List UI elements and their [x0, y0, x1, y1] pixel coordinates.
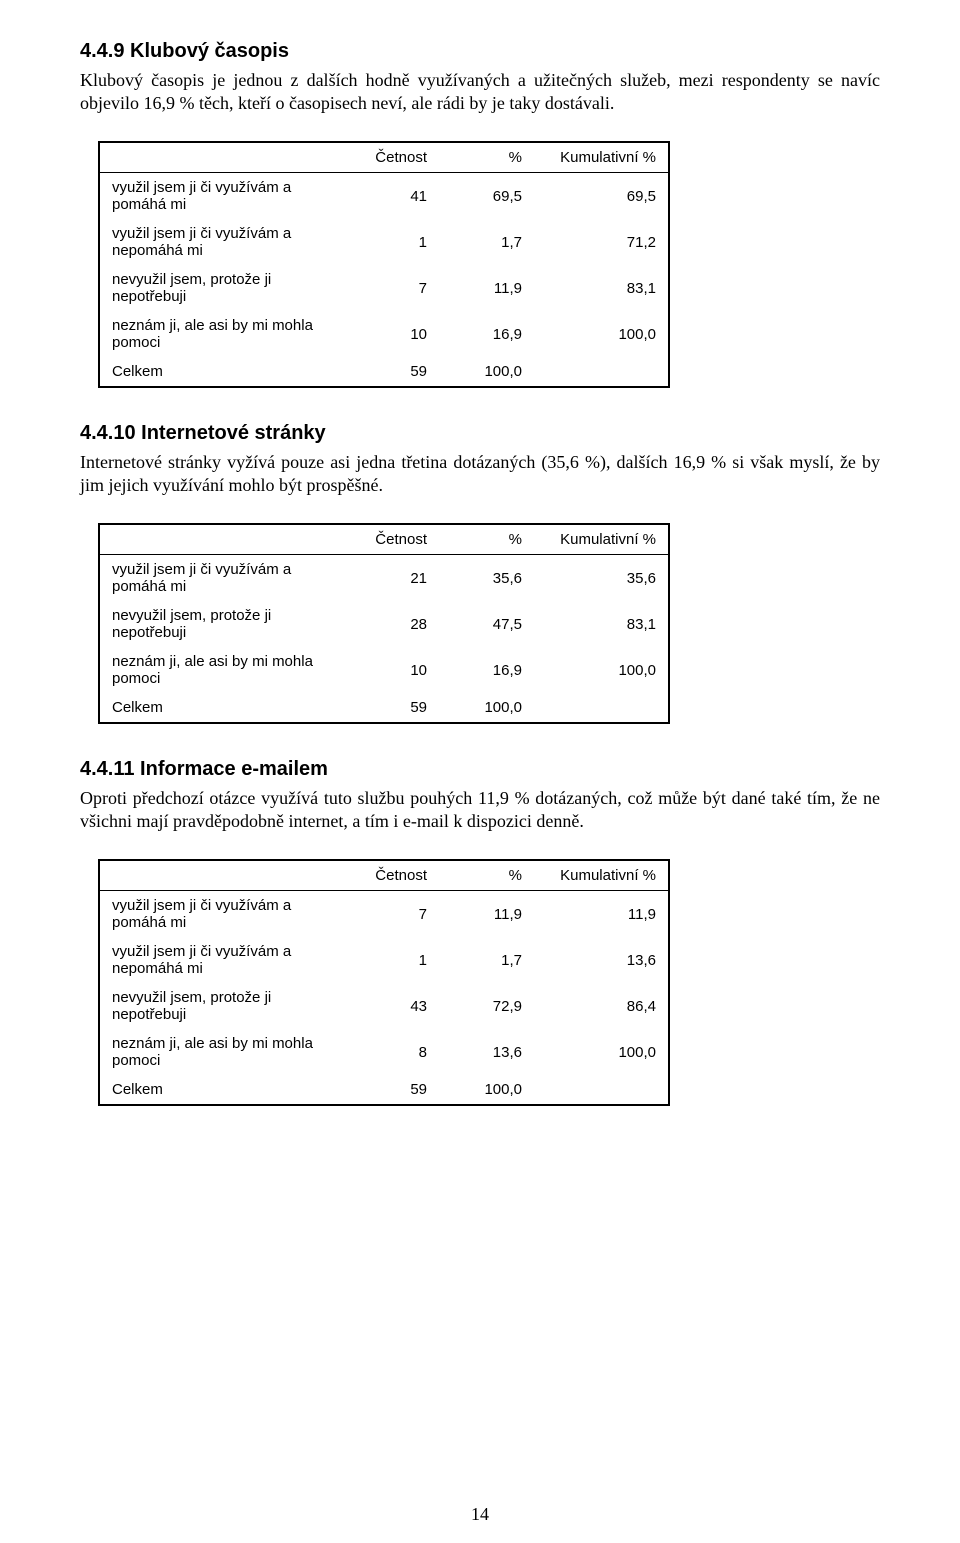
cell: 8	[344, 1029, 439, 1075]
row-label: využil jsem ji či využívám a pomáhá mi	[99, 555, 344, 602]
col-header: %	[439, 524, 534, 555]
section-paragraph: Klubový časopis je jednou z dalších hodn…	[80, 69, 880, 115]
row-label: Celkem	[99, 357, 344, 387]
cell: 59	[344, 693, 439, 723]
cell: 83,1	[534, 265, 669, 311]
cell: 1	[344, 937, 439, 983]
col-header: Kumulativní %	[534, 142, 669, 173]
table-row: využil jsem ji či využívám a nepomáhá mi…	[99, 219, 669, 265]
row-label: nevyužil jsem, protože ji nepotřebuji	[99, 601, 344, 647]
col-header: Četnost	[344, 142, 439, 173]
cell: 10	[344, 647, 439, 693]
table-row: Celkem 59 100,0	[99, 1075, 669, 1105]
row-label: nevyužil jsem, protože ji nepotřebuji	[99, 983, 344, 1029]
cell: 7	[344, 891, 439, 938]
cell: 100,0	[534, 647, 669, 693]
table-row: Celkem 59 100,0	[99, 357, 669, 387]
cell: 13,6	[439, 1029, 534, 1075]
cell: 16,9	[439, 647, 534, 693]
cell: 72,9	[439, 983, 534, 1029]
table-row: využil jsem ji či využívám a pomáhá mi 2…	[99, 555, 669, 602]
section-paragraph: Internetové stránky vyžívá pouze asi jed…	[80, 451, 880, 497]
cell: 11,9	[439, 891, 534, 938]
cell: 59	[344, 1075, 439, 1105]
col-header: %	[439, 142, 534, 173]
row-label: neznám ji, ale asi by mi mohla pomoci	[99, 647, 344, 693]
table-row: neznám ji, ale asi by mi mohla pomoci 10…	[99, 311, 669, 357]
table-row: využil jsem ji či využívám a nepomáhá mi…	[99, 937, 669, 983]
page-number: 14	[0, 1504, 960, 1525]
cell: 35,6	[439, 555, 534, 602]
cell	[534, 1075, 669, 1105]
row-label: Celkem	[99, 1075, 344, 1105]
col-header: Četnost	[344, 524, 439, 555]
cell: 1,7	[439, 937, 534, 983]
table-row: Celkem 59 100,0	[99, 693, 669, 723]
row-label: nevyužil jsem, protože ji nepotřebuji	[99, 265, 344, 311]
cell: 100,0	[439, 1075, 534, 1105]
cell: 7	[344, 265, 439, 311]
cell	[534, 693, 669, 723]
section-heading: 4.4.11 Informace e-mailem	[80, 758, 880, 781]
cell: 28	[344, 601, 439, 647]
cell: 59	[344, 357, 439, 387]
col-header	[99, 860, 344, 891]
section-heading: 4.4.10 Internetové stránky	[80, 422, 880, 445]
cell: 11,9	[534, 891, 669, 938]
cell: 10	[344, 311, 439, 357]
cell: 35,6	[534, 555, 669, 602]
col-header: %	[439, 860, 534, 891]
cell: 83,1	[534, 601, 669, 647]
row-label: neznám ji, ale asi by mi mohla pomoci	[99, 311, 344, 357]
cell: 21	[344, 555, 439, 602]
row-label: využil jsem ji či využívám a pomáhá mi	[99, 173, 344, 220]
cell: 100,0	[534, 1029, 669, 1075]
col-header	[99, 142, 344, 173]
cell: 100,0	[439, 693, 534, 723]
cell: 86,4	[534, 983, 669, 1029]
cell: 100,0	[439, 357, 534, 387]
data-table: Četnost % Kumulativní % využil jsem ji č…	[98, 859, 670, 1106]
row-label: využil jsem ji či využívám a pomáhá mi	[99, 891, 344, 938]
cell	[534, 357, 669, 387]
col-header	[99, 524, 344, 555]
cell: 43	[344, 983, 439, 1029]
cell: 1,7	[439, 219, 534, 265]
data-table: Četnost % Kumulativní % využil jsem ji č…	[98, 141, 670, 388]
col-header: Kumulativní %	[534, 860, 669, 891]
table-row: využil jsem ji či využívám a pomáhá mi 7…	[99, 891, 669, 938]
section-heading: 4.4.9 Klubový časopis	[80, 40, 880, 63]
cell: 100,0	[534, 311, 669, 357]
table-row: nevyužil jsem, protože ji nepotřebuji 7 …	[99, 265, 669, 311]
cell: 71,2	[534, 219, 669, 265]
data-table: Četnost % Kumulativní % využil jsem ji č…	[98, 523, 670, 724]
cell: 16,9	[439, 311, 534, 357]
row-label: využil jsem ji či využívám a nepomáhá mi	[99, 219, 344, 265]
row-label: využil jsem ji či využívám a nepomáhá mi	[99, 937, 344, 983]
table-row: využil jsem ji či využívám a pomáhá mi 4…	[99, 173, 669, 220]
col-header: Kumulativní %	[534, 524, 669, 555]
row-label: neznám ji, ale asi by mi mohla pomoci	[99, 1029, 344, 1075]
col-header: Četnost	[344, 860, 439, 891]
cell: 69,5	[534, 173, 669, 220]
cell: 13,6	[534, 937, 669, 983]
cell: 1	[344, 219, 439, 265]
table-row: neznám ji, ale asi by mi mohla pomoci 10…	[99, 647, 669, 693]
cell: 47,5	[439, 601, 534, 647]
cell: 69,5	[439, 173, 534, 220]
page: 4.4.9 Klubový časopis Klubový časopis je…	[0, 0, 960, 1543]
row-label: Celkem	[99, 693, 344, 723]
table-row: nevyužil jsem, protože ji nepotřebuji 28…	[99, 601, 669, 647]
cell: 11,9	[439, 265, 534, 311]
table-row: neznám ji, ale asi by mi mohla pomoci 8 …	[99, 1029, 669, 1075]
section-paragraph: Oproti předchozí otázce využívá tuto slu…	[80, 787, 880, 833]
cell: 41	[344, 173, 439, 220]
table-row: nevyužil jsem, protože ji nepotřebuji 43…	[99, 983, 669, 1029]
